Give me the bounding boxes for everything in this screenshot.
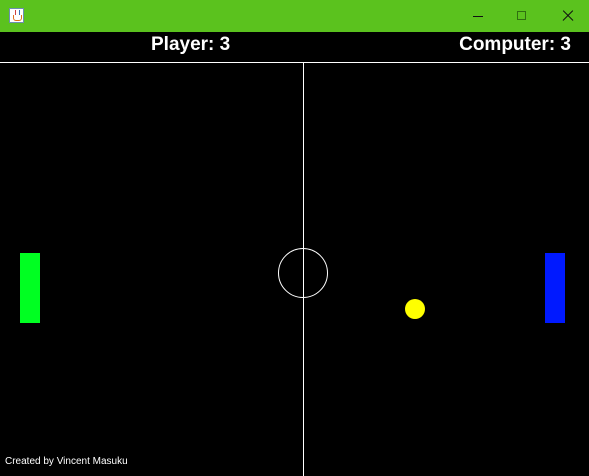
java-cup-icon[interactable] <box>9 8 24 23</box>
computer-score: Computer: 3 <box>459 34 571 55</box>
computer-paddle <box>545 253 565 323</box>
game-court[interactable]: Created by Vincent Masuku <box>0 62 589 476</box>
credit-text: Created by Vincent Masuku <box>5 456 128 467</box>
minimize-button[interactable] <box>455 0 501 32</box>
maximize-button[interactable] <box>499 0 545 32</box>
title-bar[interactable] <box>0 0 589 32</box>
scoreboard: Player: 3 Computer: 3 <box>0 32 589 62</box>
close-button[interactable] <box>544 0 589 32</box>
player-paddle[interactable] <box>20 253 40 323</box>
player-score: Player: 3 <box>151 34 231 55</box>
center-circle <box>278 248 328 298</box>
ball <box>405 299 425 319</box>
